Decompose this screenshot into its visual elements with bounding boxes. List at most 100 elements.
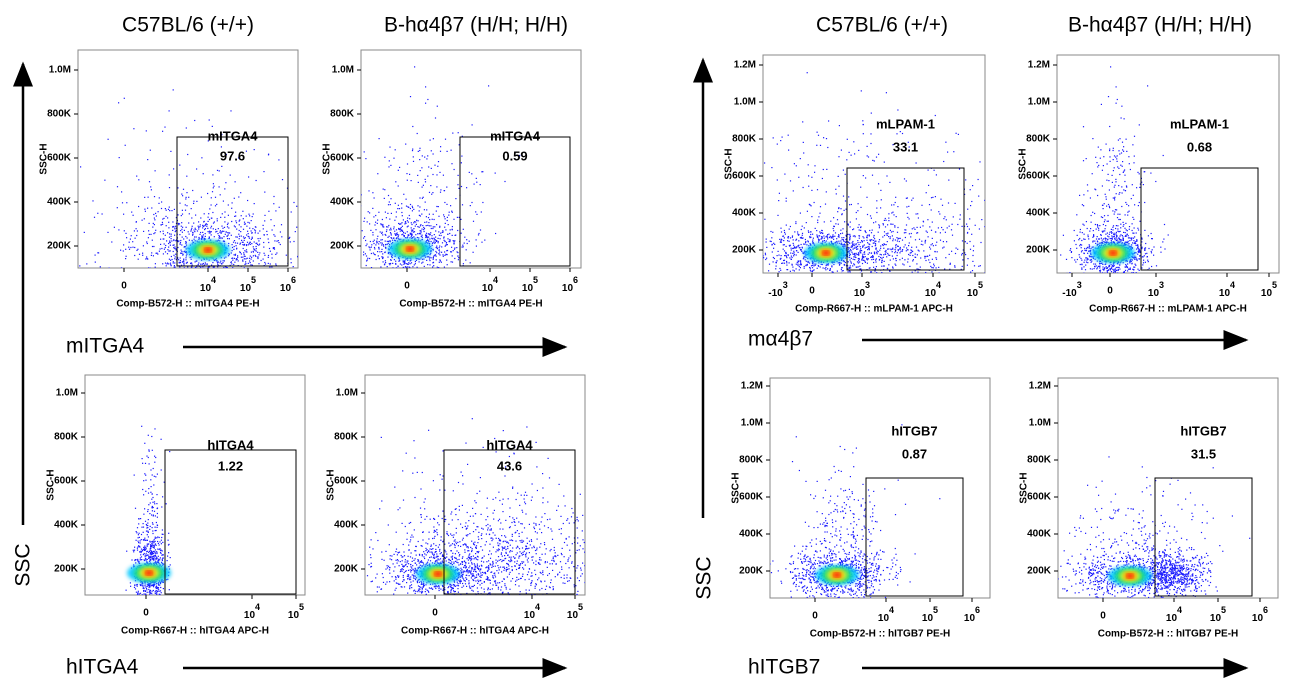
event-dot (407, 225, 409, 227)
event-dot (159, 548, 161, 550)
event-dot (410, 564, 412, 566)
event-dot (135, 600, 136, 601)
event-dot (406, 226, 408, 228)
event-dot (475, 580, 477, 582)
event-dot (423, 265, 425, 267)
event-dot (528, 552, 530, 554)
event-dot (430, 545, 432, 547)
event-dot (364, 236, 366, 238)
event-dot (577, 542, 579, 544)
event-dot (111, 241, 113, 243)
event-dot (476, 565, 478, 567)
event-dot (398, 208, 401, 210)
event-dot (207, 273, 208, 274)
event-dot (520, 577, 522, 579)
event-dot (253, 149, 255, 151)
event-dot (497, 560, 499, 562)
event-dot (411, 235, 413, 237)
event-dot (505, 466, 507, 468)
event-dot (425, 234, 427, 236)
event-dot (434, 254, 437, 256)
event-dot (481, 527, 483, 529)
event-dot (232, 283, 233, 284)
event-dot (243, 239, 245, 241)
event-dot (454, 247, 456, 249)
event-dot (381, 285, 382, 286)
event-dot (626, 530, 627, 531)
event-dot (134, 559, 136, 562)
event-dot (235, 222, 238, 224)
event-dot (419, 591, 421, 593)
event-dot (187, 272, 188, 273)
event-dot (269, 263, 271, 265)
event-dot (173, 244, 175, 246)
event-dot (224, 188, 226, 190)
event-dot (531, 540, 533, 542)
event-dot (253, 241, 255, 243)
event-dot (411, 223, 413, 226)
event-dot (236, 228, 238, 230)
event-dot (384, 233, 386, 236)
event-dot (147, 530, 149, 532)
event-dot (290, 211, 292, 213)
event-dot (436, 174, 438, 176)
event-dot (185, 244, 188, 246)
event-dot (453, 543, 455, 545)
event-dot (452, 536, 454, 538)
event-dot (381, 218, 383, 221)
event-dot (389, 253, 391, 255)
event-dot (489, 579, 491, 581)
event-dot (412, 565, 414, 567)
event-dot (439, 251, 441, 253)
event-dot (382, 234, 384, 236)
event-dot (508, 565, 510, 567)
event-dot (234, 181, 236, 183)
event-dot (448, 214, 450, 216)
event-dot (143, 539, 145, 541)
event-dot (552, 557, 554, 560)
event-dot (396, 270, 397, 271)
event-dot (363, 558, 364, 559)
event-dot (414, 558, 416, 560)
event-dot (528, 523, 530, 525)
event-dot (141, 585, 143, 587)
event-dot (466, 585, 468, 587)
event-dot (184, 270, 185, 271)
event-dot (181, 228, 183, 230)
event-dot (222, 227, 224, 229)
event-dot (412, 125, 414, 128)
event-dot (152, 552, 154, 554)
event-dot (180, 239, 182, 242)
event-dot (444, 519, 446, 521)
event-dot (473, 570, 475, 572)
event-dot (457, 596, 458, 597)
event-dot (562, 604, 563, 605)
event-dot (462, 572, 464, 574)
event-dot (251, 243, 253, 245)
event-dot (401, 225, 403, 227)
x-tick-label: 104 (244, 602, 260, 620)
event-dot (507, 592, 509, 594)
event-dot (378, 138, 380, 140)
event-dot (419, 507, 422, 509)
event-dot (484, 622, 485, 623)
event-dot (178, 261, 180, 263)
event-dot (588, 531, 589, 532)
event-dot (179, 262, 181, 264)
event-dot (239, 243, 241, 245)
event-dot (247, 199, 249, 202)
event-dot (198, 262, 200, 264)
event-dot (164, 251, 167, 253)
event-dot (146, 643, 147, 644)
event-dot (165, 265, 167, 267)
event-dot (137, 558, 139, 560)
event-dot (468, 580, 470, 582)
event-dot (389, 599, 390, 600)
event-dot (153, 213, 155, 216)
event-dot (432, 257, 434, 259)
event-dot (515, 568, 518, 571)
event-dot (428, 240, 430, 242)
event-dot (413, 222, 415, 224)
event-dot (277, 240, 279, 242)
event-dot (505, 557, 507, 559)
